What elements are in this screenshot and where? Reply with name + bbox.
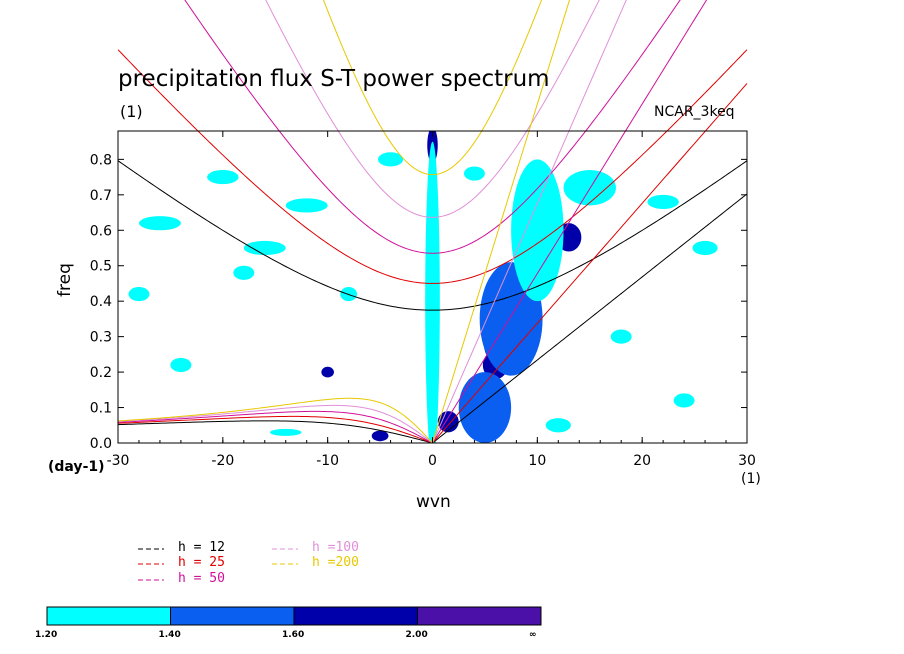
colorbar-swatch — [46, 606, 171, 626]
power-blob — [437, 411, 459, 433]
y-tick-label: 0.4 — [90, 294, 112, 310]
legend-label: h = 25 — [178, 555, 225, 570]
gravity-wave-curve — [117, 160, 748, 311]
kelvin-curve — [432, 193, 748, 443]
power-blob — [458, 372, 512, 443]
power-blob — [425, 141, 440, 443]
x-tick-label: 30 — [738, 453, 756, 469]
colorbar-swatch — [170, 606, 295, 626]
colorbar-label: 1.60 — [282, 630, 305, 640]
x-tick-label: -30 — [107, 453, 130, 469]
y-tick-label: 0.5 — [90, 259, 112, 275]
power-blob — [610, 329, 632, 344]
rossby-curve — [117, 404, 433, 443]
power-blob — [207, 170, 239, 185]
power-blob — [233, 265, 255, 280]
gravity-wave-curve — [184, 0, 681, 254]
power-contours — [128, 131, 718, 443]
chart-subtitle: (1) — [120, 102, 143, 121]
x-tick-label: 20 — [633, 453, 651, 469]
power-blob — [128, 287, 150, 302]
y-tick-label: 0.1 — [90, 401, 112, 417]
axes: -30 -20 -10 0 10 20 30 0.0 0.1 0.2 0.3 0.4 0.5 0.6 0.7… — [90, 131, 756, 469]
gravity-wave-curve — [322, 0, 543, 176]
colorbar-label: ∞ — [529, 630, 537, 640]
x-axis-label: wvn — [416, 492, 451, 512]
power-blob — [138, 216, 181, 231]
rossby-curve — [117, 397, 433, 443]
kelvin-curve — [432, 0, 708, 443]
y-tick-label: 0.6 — [90, 223, 112, 239]
gravity-wave-curve — [265, 0, 600, 218]
power-blob — [270, 428, 302, 436]
model-label: NCAR_3keq — [654, 104, 735, 120]
rossby-curve — [117, 415, 433, 443]
legend — [138, 548, 298, 581]
power-blob — [692, 240, 718, 256]
y-axis-unit: (day-1) — [48, 459, 105, 475]
colorbar-label: 1.40 — [158, 630, 181, 640]
dispersion-curves — [117, 0, 748, 443]
power-blob — [673, 393, 695, 408]
legend-label: h = 12 — [178, 540, 225, 555]
gravity-wave-curve — [117, 49, 748, 284]
rossby-curve — [117, 420, 433, 443]
y-tick-label: 0.7 — [90, 188, 112, 204]
y-tick-label: 0.3 — [90, 330, 112, 346]
x-tick-label: -20 — [211, 453, 234, 469]
colorbar-label: 2.00 — [405, 630, 428, 640]
power-blob — [545, 418, 571, 433]
x-tick-label: -10 — [316, 453, 339, 469]
rossby-curve — [117, 410, 433, 443]
colorbar-swatch — [293, 606, 418, 626]
power-blob — [563, 170, 616, 206]
power-blob — [463, 166, 485, 181]
x-tick-label: 10 — [528, 453, 546, 469]
power-blob — [511, 159, 564, 302]
colorbar-label: 1.20 — [35, 630, 58, 640]
colorbar-swatch — [417, 606, 542, 626]
kelvin-curve — [432, 83, 748, 443]
kelvin-curve — [432, 0, 571, 443]
legend-label: h =100 — [312, 540, 359, 555]
legend-label: h = 50 — [178, 571, 225, 586]
x-axis-unit: (1) — [741, 471, 761, 487]
y-tick-label: 0.2 — [90, 365, 112, 381]
power-blob — [243, 240, 286, 256]
chart-title: precipitation flux S-T power spectrum — [118, 66, 550, 92]
y-tick-label: 0.0 — [90, 436, 112, 452]
power-blob — [321, 366, 334, 378]
power-blob — [170, 357, 192, 373]
legend-label: h =200 — [312, 555, 359, 570]
colorbar — [46, 606, 542, 626]
y-axis-label: freq — [54, 263, 75, 297]
kelvin-curve — [432, 0, 627, 443]
power-blob — [647, 194, 679, 209]
power-blob — [285, 198, 328, 213]
power-blob — [371, 430, 389, 442]
power-blob — [377, 152, 404, 167]
x-tick-label: 0 — [428, 453, 437, 469]
y-tick-label: 0.8 — [90, 152, 112, 168]
